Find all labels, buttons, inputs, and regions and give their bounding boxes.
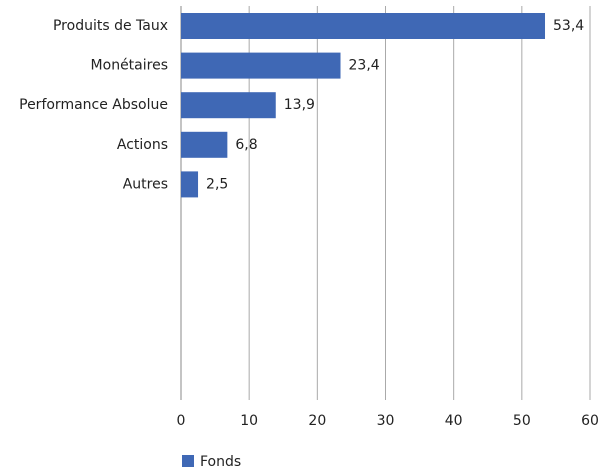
x-tick-label: 60 bbox=[581, 413, 599, 429]
data-label: 2,5 bbox=[206, 176, 228, 192]
x-tick-label: 50 bbox=[513, 413, 531, 429]
data-label: 6,8 bbox=[235, 137, 257, 153]
data-label: 23,4 bbox=[349, 58, 380, 74]
legend-label: Fonds bbox=[200, 454, 241, 470]
bar bbox=[181, 52, 341, 79]
legend-swatch bbox=[182, 455, 194, 467]
data-label: 53,4 bbox=[553, 18, 584, 34]
x-tick-label: 40 bbox=[445, 413, 463, 429]
bar bbox=[181, 131, 228, 158]
x-tick-label: 30 bbox=[377, 413, 395, 429]
y-tick-label: Autres bbox=[123, 176, 168, 192]
data-label: 13,9 bbox=[284, 97, 315, 113]
bar bbox=[181, 13, 546, 39]
y-tick-label: Actions bbox=[117, 137, 168, 153]
y-tick-label: Monétaires bbox=[91, 58, 168, 74]
x-tick-label: 20 bbox=[308, 413, 326, 429]
x-tick-label: 10 bbox=[240, 413, 258, 429]
y-tick-label: Produits de Taux bbox=[53, 18, 168, 34]
bar bbox=[181, 92, 276, 119]
y-tick-label: Performance Absolue bbox=[19, 97, 168, 113]
x-tick-label: 0 bbox=[177, 413, 186, 429]
bar bbox=[181, 171, 199, 198]
